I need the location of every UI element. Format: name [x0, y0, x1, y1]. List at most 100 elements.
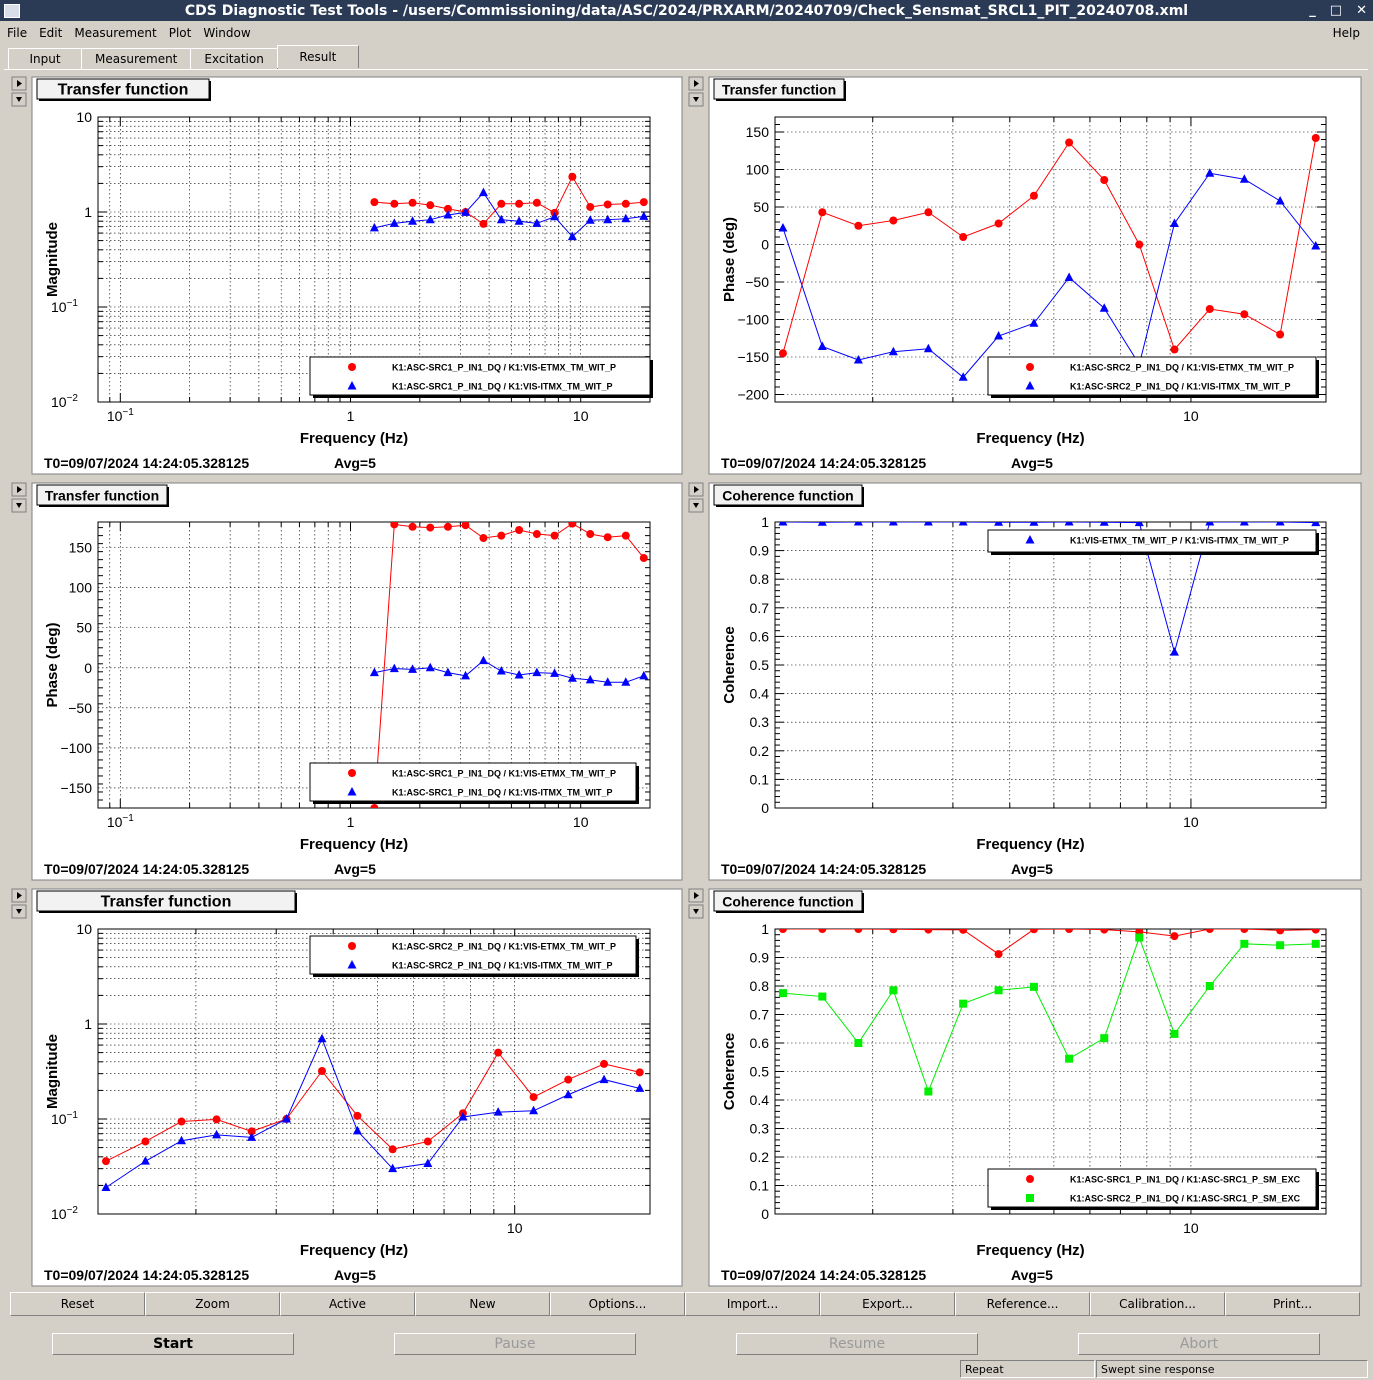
y-tick-label: −50	[745, 274, 769, 290]
pause-button[interactable]: Pause	[394, 1333, 636, 1355]
x-tick-label: 10−1	[107, 813, 134, 830]
y-tick-label: 50	[753, 199, 769, 215]
series-1-point	[532, 530, 541, 539]
x-tick-label-exp: −1	[122, 407, 134, 418]
footer-t0: T0=09/07/2024 14:24:05.328125	[721, 455, 926, 471]
triangle-right-icon	[17, 486, 22, 493]
series-2-point	[514, 670, 524, 679]
x-axis-label: Frequency (Hz)	[976, 1242, 1084, 1259]
reset-button[interactable]: Reset	[10, 1292, 145, 1316]
tab-result[interactable]: Result	[276, 45, 359, 68]
series-1-point	[1099, 522, 1109, 526]
series-2-point	[1135, 933, 1144, 942]
y-tick-label: 0.6	[750, 628, 770, 644]
series-2-point	[389, 663, 399, 673]
export-button[interactable]: Export...	[820, 1292, 955, 1316]
title-box	[36, 78, 210, 100]
calibration-button[interactable]: Calibration...	[1090, 1292, 1225, 1316]
minimize-icon[interactable]: _	[1309, 3, 1316, 18]
series-1-point	[1205, 305, 1214, 313]
series-2-point	[443, 209, 453, 219]
resume-button[interactable]: Resume	[736, 1333, 978, 1355]
y-tick-label: 0.7	[750, 1007, 770, 1023]
print-button[interactable]: Print...	[1225, 1292, 1360, 1316]
triangle-right-icon	[17, 892, 22, 899]
series-1-point	[621, 531, 630, 540]
legend-label-1: K1:ASC-SRC2_P_IN1_DQ / K1:VIS-ETMX_TM_WI…	[392, 942, 616, 952]
abort-button[interactable]: Abort	[1078, 1333, 1320, 1355]
y-tick-label: 10−1	[51, 1110, 78, 1127]
x-tick-label-base: 10	[1183, 814, 1199, 830]
series-1-point	[1065, 929, 1074, 933]
tab-excitation[interactable]: Excitation	[190, 48, 278, 69]
x-tick-label: 1	[347, 814, 355, 830]
series-2-point	[529, 1105, 539, 1115]
menu-measurement[interactable]: Measurement	[74, 26, 157, 40]
data-series	[778, 522, 1321, 656]
series-1-point	[408, 522, 417, 531]
x-tick-label-base: 10	[1183, 1220, 1199, 1236]
series-2-point	[461, 207, 471, 216]
triangle-right-icon	[694, 486, 699, 493]
start-button[interactable]: Start	[52, 1333, 294, 1355]
series-1-line	[782, 137, 1317, 354]
options-button[interactable]: Options...	[550, 1292, 685, 1316]
series-2-point	[599, 1074, 609, 1084]
series-2-line	[374, 659, 644, 683]
series-2-point	[532, 667, 542, 677]
triangle-down-icon	[16, 909, 22, 914]
series-2-point	[423, 1158, 433, 1168]
series-2-point	[496, 214, 506, 224]
y-tick-label: 0.4	[750, 686, 770, 702]
y-tick-label-base: 100	[69, 580, 93, 596]
y-tick-label: 1	[84, 1016, 92, 1032]
series-2-point	[1170, 1029, 1179, 1038]
import-button[interactable]: Import...	[685, 1292, 820, 1316]
y-tick-label: 50	[76, 620, 92, 636]
series-1-point	[529, 1093, 538, 1102]
series-2-point	[408, 664, 418, 673]
series-1-point	[1311, 929, 1320, 934]
y-tick-label: 0.9	[750, 950, 770, 966]
zoom-button[interactable]: Zoom	[145, 1292, 280, 1316]
series-1-point	[353, 1111, 362, 1120]
x-tick-label: 10	[573, 814, 589, 830]
menu-file[interactable]: File	[7, 26, 28, 40]
menu-plot[interactable]: Plot	[168, 26, 192, 40]
chart-title: Transfer function	[722, 82, 836, 98]
legend-marker-2	[347, 787, 357, 796]
tab-measurement[interactable]: Measurement	[81, 48, 192, 69]
new-button[interactable]: New	[415, 1292, 550, 1316]
series-1-point	[247, 1127, 256, 1136]
series-2-point	[496, 666, 506, 675]
status-repeat: Repeat	[960, 1360, 1095, 1378]
menu-help[interactable]: Help	[1332, 26, 1360, 40]
series-2-point	[443, 667, 453, 677]
series-2-point	[1205, 982, 1214, 990]
active-button[interactable]: Active	[280, 1292, 415, 1316]
maximize-icon[interactable]: □	[1329, 3, 1343, 18]
y-tick-label-base: 0	[84, 660, 92, 676]
series-2-point	[493, 1107, 503, 1116]
legend-label-1: K1:VIS-ETMX_TM_WIT_P / K1:VIS-ITMX_TM_WI…	[1070, 536, 1289, 546]
legend-marker-2	[1026, 1194, 1034, 1202]
reference-button[interactable]: Reference...	[955, 1292, 1090, 1316]
footer-avg: Avg=5	[334, 861, 376, 877]
series-1-point	[586, 202, 595, 211]
series-2-point	[818, 992, 827, 1001]
chart-pad-6: 10 1 0.9 0.8 0.7 0.6 0.5 0.4 0.3 0.2 0.1 0 Frequency…	[688, 888, 1362, 1287]
chart-pad-4: 10 1 0.9 0.8 0.7 0.6 0.5 0.4 0.3 0.2 0.1 0 Frequency…	[688, 482, 1362, 881]
series-1-point	[959, 233, 968, 241]
y-axis-label: Magnitude	[44, 222, 61, 297]
series-2-point	[1205, 168, 1215, 177]
legend-box	[987, 529, 1317, 553]
close-icon[interactable]: ✕	[1356, 3, 1367, 18]
tab-input[interactable]: Input	[8, 48, 82, 69]
menu-window[interactable]: Window	[203, 26, 251, 40]
series-2-point	[817, 341, 827, 350]
y-tick-label: 0.4	[750, 1092, 770, 1108]
series-1-point	[515, 526, 524, 535]
series-2-point	[1240, 939, 1249, 948]
series-1-point	[408, 198, 417, 207]
menu-edit[interactable]: Edit	[39, 26, 63, 40]
